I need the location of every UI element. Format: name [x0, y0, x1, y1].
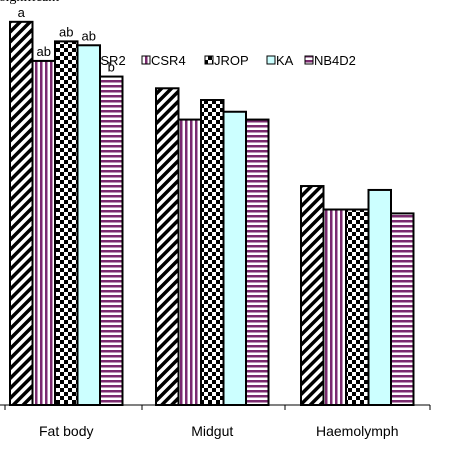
caption-fragment: significant [0, 0, 59, 6]
significance-label-fat-body-csr2: a [18, 5, 26, 20]
legend-swatch-nb4d2 [304, 55, 314, 65]
bar-midgut-csr4 [177, 118, 202, 406]
bar-midgut-csr2 [155, 87, 180, 406]
legend-label-jrop: JROP [214, 53, 249, 68]
significance-label-fat-body-csr4: ab [37, 44, 51, 59]
bar-fat-body-csr2 [9, 20, 34, 406]
legend-label-nb4d2: NB4D2 [314, 53, 356, 68]
x-axis-ticks [4, 405, 431, 410]
bar-fat-body-ka [76, 44, 101, 406]
x-axis-labels: Fat body Midgut Haemolymph [39, 423, 398, 439]
legend-label-ka: KA [276, 53, 294, 68]
bar-midgut-jrop [200, 99, 225, 407]
bar-haemolymph-ka [367, 188, 392, 406]
x-tick-label-haemolymph: Haemolymph [316, 423, 398, 439]
x-tick-label-fat-body: Fat body [39, 423, 93, 439]
legend-label-csr4: CSR4 [151, 53, 186, 68]
significance-label-fat-body-ka: ab [82, 28, 96, 43]
significance-label-fat-body-nb4d2: b [108, 60, 115, 75]
significance-label-fat-body-jrop: ab [59, 24, 73, 39]
bar-haemolymph-csr2 [300, 185, 325, 406]
bar-fat-body-nb4d2 [99, 75, 124, 406]
bar-haemolymph-nb4d2 [390, 212, 415, 406]
legend: CSR2 CSR4 JROP KA NB4D2 [81, 53, 356, 68]
bar-fat-body-jrop [54, 40, 79, 407]
x-tick-label-midgut: Midgut [191, 423, 233, 439]
bar-midgut-ka [222, 110, 247, 406]
bar-midgut-nb4d2 [245, 118, 270, 406]
legend-swatch-csr4 [141, 55, 151, 65]
bars-group [9, 20, 415, 407]
legend-swatch-ka [266, 55, 276, 65]
bar-haemolymph-jrop [345, 208, 370, 406]
legend-swatch-jrop [204, 55, 214, 65]
bar-haemolymph-csr4 [322, 208, 347, 406]
bar-fat-body-csr4 [31, 59, 56, 406]
